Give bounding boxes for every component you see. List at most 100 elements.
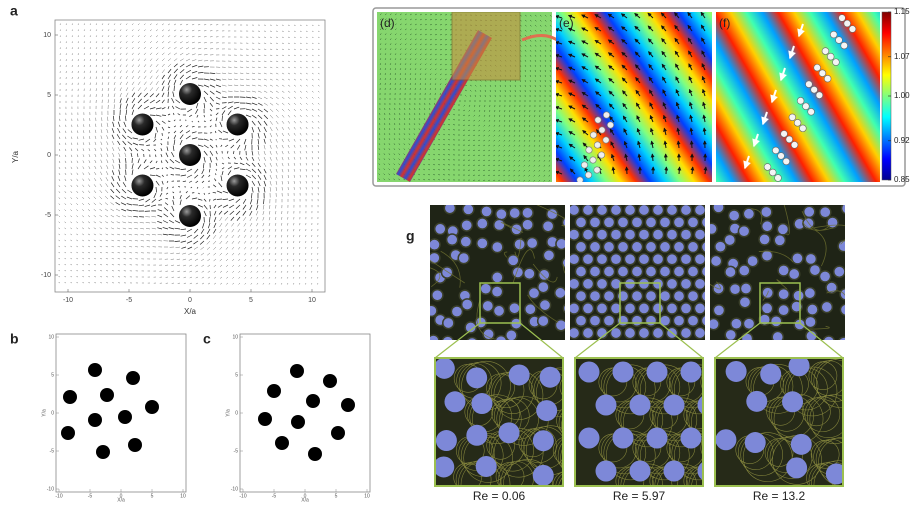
particle [802,103,809,110]
particle [793,290,804,301]
particle [568,254,579,265]
particle [428,335,439,346]
x-tick-label: -10 [55,493,62,499]
particle [681,362,702,383]
particle [724,234,735,245]
particle [88,363,102,377]
particle [575,315,586,326]
y-tick-label: -10 [41,272,51,279]
particle [63,390,77,404]
y-tick-label: 10 [232,334,238,340]
particle [492,272,503,283]
particle [687,266,698,277]
particle [477,218,488,229]
subpanel-label: (e) [559,16,574,30]
particle [522,207,533,218]
particle [819,70,826,77]
y-tick-label: 10 [43,32,51,39]
y-tick-label: 0 [51,410,54,416]
particle [680,204,691,215]
particle [809,265,820,276]
particle [568,278,579,289]
particle [538,315,549,326]
x-tick-label: 5 [249,297,253,304]
particle [816,92,823,99]
particle [666,303,677,314]
particle [582,254,593,265]
y-tick-label: 5 [235,372,238,378]
particle [624,204,635,215]
particle [791,434,812,455]
subpanel-label: (f) [719,16,730,30]
particle [680,303,691,314]
particle [341,398,355,412]
particle [542,221,553,232]
particle [582,327,593,338]
particle [811,86,818,93]
particle [792,253,803,264]
particle [306,394,320,408]
particle [603,137,609,143]
particle [659,241,670,252]
particle [589,291,600,302]
particle [652,278,663,289]
particle [664,461,685,482]
particle [687,217,698,228]
particle [579,428,600,449]
particle [715,429,736,450]
particle [711,255,722,266]
particle [444,203,455,214]
particle [838,240,849,251]
particle [666,229,677,240]
particle [522,219,533,230]
flow-arrow [652,154,653,161]
particle [179,144,201,166]
particle [791,141,798,148]
particle [786,136,793,143]
particle [794,119,801,126]
particle [131,175,153,197]
particle [808,108,815,115]
particle [540,367,561,388]
particle [772,331,783,342]
x-axis-label: X/a [301,497,309,503]
particle [738,226,749,237]
particle [659,291,670,302]
panel-label: c [203,331,211,347]
particle [769,169,776,176]
particle [741,333,752,344]
particle [586,147,592,153]
particle [494,219,505,230]
particle [673,266,684,277]
x-tick-label: -5 [88,493,93,499]
particle [617,241,628,252]
particle [805,253,816,264]
particle [509,303,520,314]
particle [729,210,740,221]
particle [585,172,591,178]
x-tick-label: 10 [308,297,316,304]
particle [745,432,766,453]
x-axis-label: X/a [117,497,125,503]
particle [596,254,607,265]
x-tick-label: 5 [335,493,338,499]
particle [839,15,846,22]
particle [673,217,684,228]
particle [426,305,437,316]
particle [761,206,772,217]
particle [726,361,747,382]
particle [603,112,609,118]
y-axis-label: Y/a [11,150,20,163]
subpanel-label: (d) [380,16,395,30]
particle [805,81,812,88]
y-axis-label: Y/a [41,409,47,417]
particle [589,217,600,228]
panel-label: b [10,331,19,347]
particle [638,327,649,338]
particle [804,288,815,299]
particle [575,266,586,277]
particle [582,229,593,240]
particle [797,97,804,104]
panel-label: g [406,228,415,244]
particle [599,127,605,133]
